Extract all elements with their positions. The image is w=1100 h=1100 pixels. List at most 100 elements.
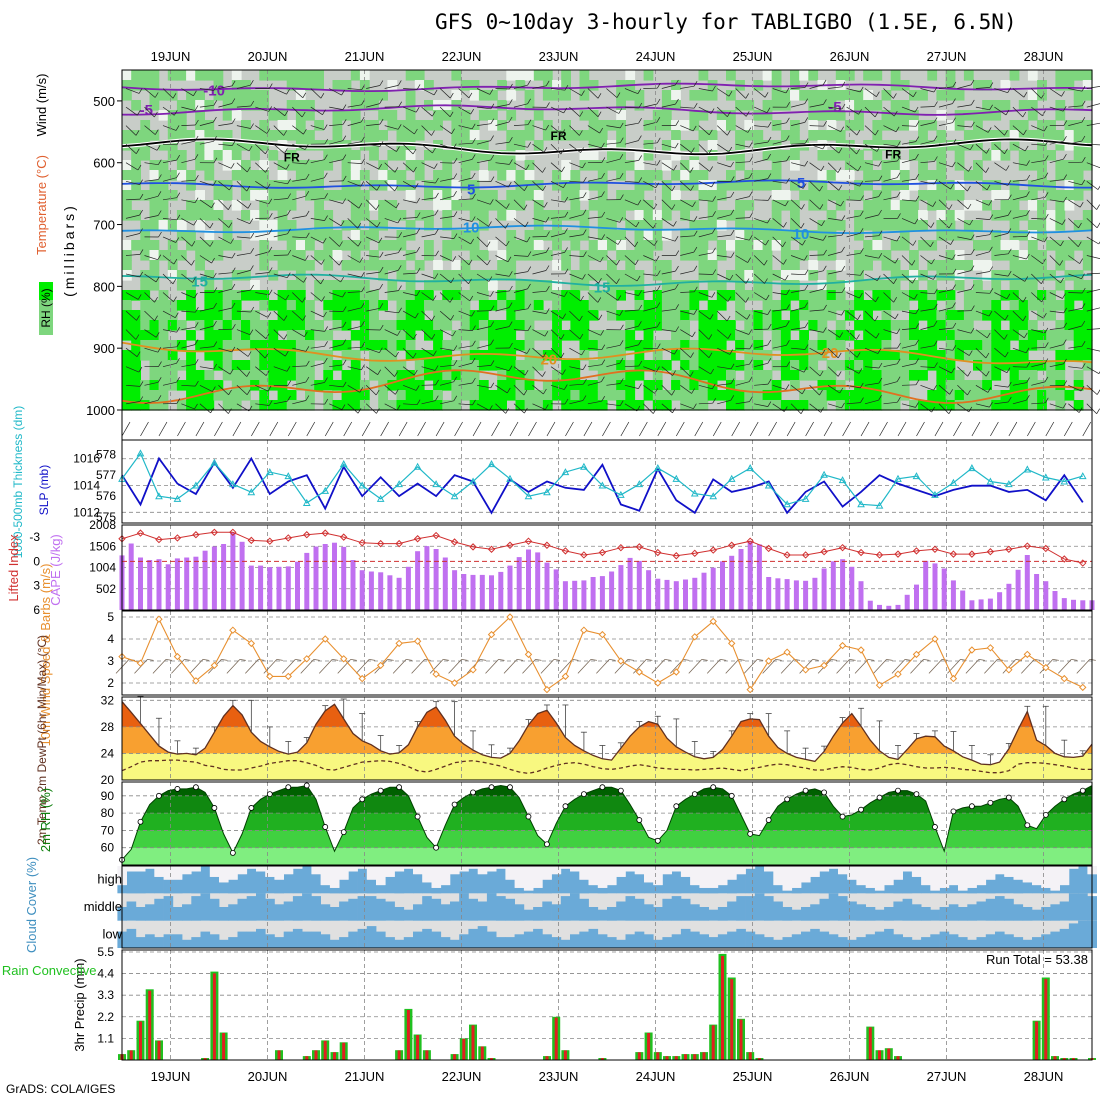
rh-cell bbox=[1000, 330, 1011, 341]
wind-barb-flag bbox=[767, 309, 772, 315]
wind-barb bbox=[144, 125, 156, 135]
wind-barb bbox=[1068, 403, 1080, 413]
rh-cell bbox=[295, 120, 306, 131]
wind-barb bbox=[1049, 310, 1064, 314]
rh-cell bbox=[707, 360, 718, 371]
wind-barb-flag bbox=[988, 310, 993, 317]
rh-cell bbox=[689, 380, 700, 391]
rh-cell bbox=[231, 70, 242, 81]
slp-point bbox=[561, 468, 570, 476]
wind-barb-flag bbox=[967, 185, 971, 192]
wind-barb bbox=[717, 273, 731, 281]
rh-cell bbox=[634, 340, 645, 351]
rh-cell bbox=[588, 130, 599, 141]
wind-barb-flag bbox=[933, 340, 938, 346]
rh-cell bbox=[149, 340, 160, 351]
rh-cell bbox=[643, 150, 654, 161]
rh-cell bbox=[460, 310, 471, 321]
wind-barb-flag bbox=[730, 176, 735, 182]
wind-barb bbox=[310, 362, 325, 368]
rh-cell bbox=[671, 300, 681, 311]
rh-cell bbox=[195, 140, 205, 151]
wind-barb bbox=[864, 255, 879, 259]
rh-cell bbox=[588, 140, 599, 151]
wind-barb bbox=[680, 85, 695, 89]
rh-cell bbox=[451, 390, 462, 401]
wind-barb bbox=[938, 289, 953, 293]
rh-cell bbox=[1009, 120, 1020, 131]
wind-barb-flag bbox=[841, 215, 846, 221]
wind-barb-flag bbox=[508, 365, 513, 371]
rh-cell bbox=[378, 390, 388, 401]
rh-cell bbox=[1018, 100, 1029, 111]
wind-barb-flag bbox=[195, 119, 199, 126]
date-label-top: 28JUN bbox=[1024, 49, 1064, 64]
rh-cell bbox=[808, 200, 819, 211]
wind-barb bbox=[181, 179, 196, 182]
wind-barb-flag bbox=[342, 359, 347, 365]
wind-barb-flag bbox=[711, 181, 715, 188]
wind-barb-flag bbox=[472, 325, 476, 331]
wind-barb bbox=[643, 290, 658, 293]
wind-barb-flag bbox=[856, 334, 860, 340]
rh-cell bbox=[588, 160, 599, 171]
rh-cell bbox=[918, 90, 928, 101]
rh-cell bbox=[387, 290, 398, 301]
wind-barb-flag bbox=[582, 192, 587, 198]
wind-barb bbox=[901, 106, 916, 113]
wind-barb-flag bbox=[154, 297, 158, 303]
rh-cell bbox=[753, 230, 764, 241]
wind-barb-flag bbox=[342, 381, 347, 388]
rh-cell bbox=[799, 300, 809, 311]
rh-cell bbox=[643, 240, 654, 251]
rh-cell bbox=[780, 270, 791, 281]
wind-barb bbox=[292, 106, 303, 118]
wind-barb bbox=[550, 252, 565, 256]
wind-barb bbox=[920, 88, 935, 93]
rh-cell bbox=[158, 160, 169, 171]
wind-barb bbox=[125, 329, 137, 340]
rh-cell bbox=[1055, 390, 1066, 401]
surface-barb bbox=[596, 659, 610, 674]
wind-barb bbox=[236, 162, 248, 173]
wind-barb-flag bbox=[952, 81, 957, 88]
slp-point bbox=[968, 464, 976, 472]
rh-cell bbox=[927, 70, 938, 81]
wind-barb-flag bbox=[1044, 327, 1049, 334]
wind-barb bbox=[698, 215, 713, 219]
rh-cell bbox=[1073, 190, 1084, 201]
wind-barb-flag bbox=[357, 241, 362, 247]
wind-barb bbox=[550, 310, 563, 319]
rh-cell bbox=[1073, 170, 1084, 181]
rh-cell bbox=[991, 320, 1002, 331]
rh-cell bbox=[1073, 90, 1084, 101]
rh-cell bbox=[305, 130, 315, 141]
wind-barb bbox=[606, 383, 621, 386]
wind-barb bbox=[735, 236, 750, 241]
wind-barb-flag bbox=[471, 311, 475, 317]
rh-cell bbox=[607, 370, 617, 381]
rh-cell bbox=[616, 380, 626, 391]
rh-cell bbox=[1046, 300, 1056, 311]
wind-barb-flag bbox=[416, 197, 421, 204]
rh-cell bbox=[506, 370, 517, 381]
rh-cell bbox=[790, 230, 800, 241]
surface-barb bbox=[984, 659, 998, 674]
rh-cell bbox=[369, 360, 379, 371]
rh-cell bbox=[405, 120, 416, 131]
rh-cell bbox=[552, 370, 562, 381]
rh-cell bbox=[616, 160, 626, 171]
date-label-bottom: 27JUN bbox=[927, 1069, 967, 1084]
surface-barb bbox=[300, 659, 315, 674]
slp-point bbox=[1060, 477, 1069, 485]
rh-cell bbox=[259, 200, 270, 211]
wind-barb bbox=[920, 236, 931, 248]
rh-cell bbox=[1073, 160, 1084, 171]
rh-cell bbox=[918, 300, 928, 311]
rh-cell bbox=[268, 320, 279, 331]
rh-cell bbox=[241, 270, 251, 281]
rh-cell bbox=[1027, 130, 1038, 141]
wind-barb-flag bbox=[619, 154, 624, 160]
rh-cell bbox=[936, 270, 947, 281]
rh-cell bbox=[899, 190, 910, 201]
